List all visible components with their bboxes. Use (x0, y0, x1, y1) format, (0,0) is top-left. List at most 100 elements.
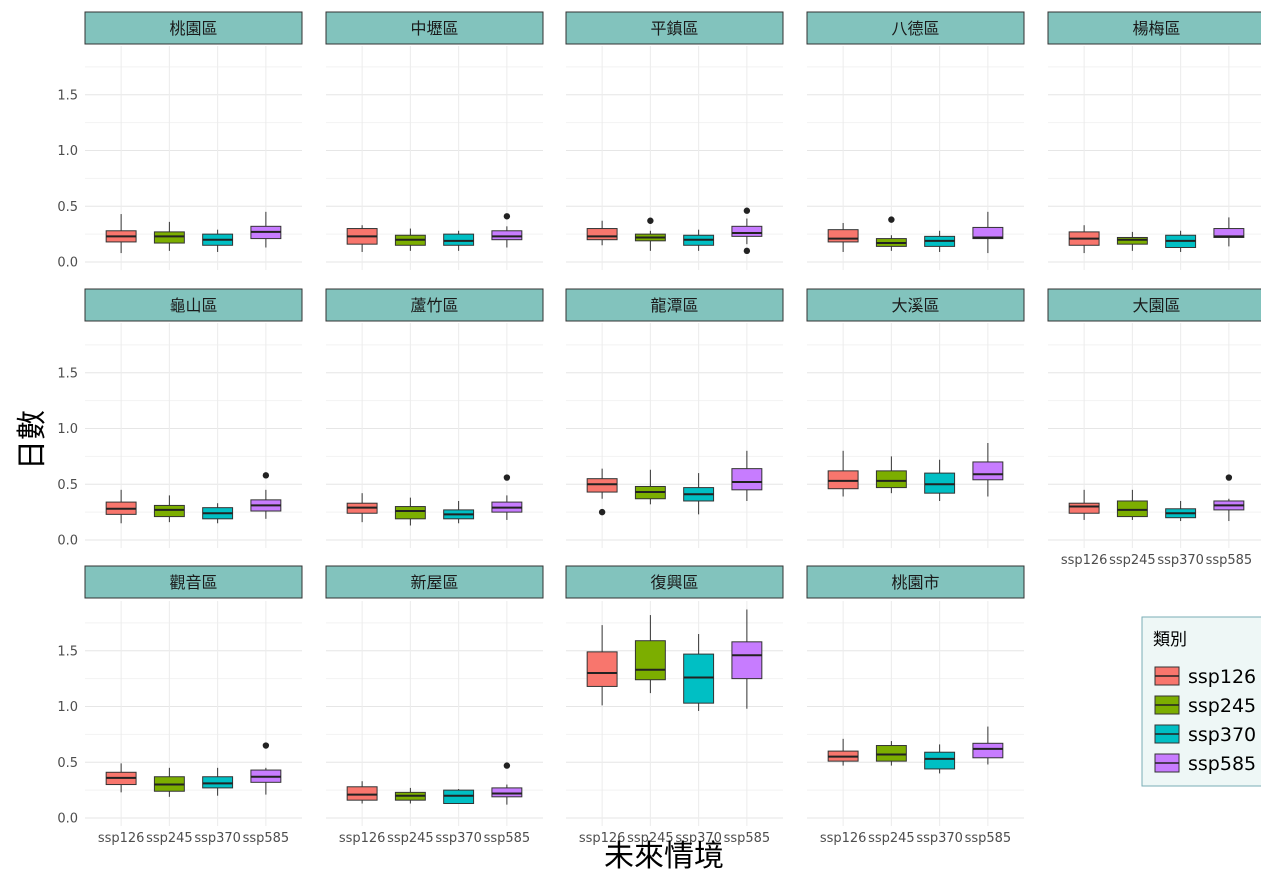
outlier-point (647, 217, 654, 224)
boxplot-ssp370 (202, 503, 234, 524)
facet-strip-label: 龜山區 (169, 296, 217, 315)
facet-strip (806, 288, 1025, 322)
boxplot-ssp370 (924, 459, 956, 501)
boxplot-ssp245 (153, 767, 185, 797)
x-tick-label: ssp245 (627, 831, 674, 846)
boxplot-ssp585 (731, 609, 763, 709)
boxplot-ssp370 (1165, 230, 1197, 252)
boxplot-ssp585 (731, 207, 763, 255)
box (153, 504, 185, 518)
boxplot-ssp245 (634, 615, 666, 694)
x-tick-label: ssp370 (435, 831, 482, 846)
facet-panel: 大園區 (1047, 288, 1261, 548)
outlier-point (743, 207, 751, 214)
x-tick-label: ssp370 (194, 831, 241, 846)
y-tick-label: 1.5 (57, 644, 78, 659)
boxplot-ssp126 (105, 763, 137, 793)
x-tick-label: ssp585 (724, 831, 771, 846)
outlier-point (598, 508, 606, 516)
facet-panel: 龜山區 (84, 288, 303, 548)
boxplot-ssp245 (875, 456, 907, 494)
facet-strip-label: 龍潭區 (650, 296, 698, 315)
box (683, 653, 715, 704)
boxplot-ssp126 (1068, 225, 1100, 254)
facet-strip (84, 11, 303, 45)
box (827, 229, 859, 243)
boxplot-ssp585 (731, 450, 763, 501)
box (586, 651, 618, 687)
boxplot-ssp585 (250, 472, 282, 519)
box (586, 228, 618, 241)
boxplot-ssp370 (443, 500, 475, 524)
y-tick-label: 1.5 (57, 88, 78, 103)
facet-strip-label: 蘆竹區 (410, 296, 458, 315)
facet-strip (565, 565, 784, 599)
facet-strip (1047, 288, 1261, 322)
box (394, 506, 426, 520)
boxplot-ssp585 (491, 474, 523, 520)
outlier-point (503, 474, 511, 481)
outlier-point (503, 762, 511, 769)
x-tick-label: ssp585 (1206, 553, 1253, 568)
boxplot-ssp126 (586, 220, 618, 246)
legend-item-ssp245: ssp245 (1154, 695, 1256, 717)
x-tick-label: ssp370 (916, 831, 963, 846)
x-tick-label: ssp245 (1109, 553, 1156, 568)
facet-panel: 平鎮區 (565, 11, 784, 270)
outlier-point (888, 216, 895, 223)
box (924, 751, 956, 770)
legend-label: ssp126 (1188, 666, 1256, 688)
facet-strip-label: 中壢區 (410, 19, 458, 38)
facet-strip-label: 觀音區 (169, 573, 217, 592)
x-tick-label: ssp245 (146, 831, 193, 846)
box (491, 230, 523, 241)
boxplot-ssp585 (1213, 474, 1245, 522)
facet-strip-label: 桃園市 (891, 573, 939, 592)
boxplot-ssp585 (250, 211, 282, 248)
facet-strip-label: 平鎮區 (650, 19, 698, 38)
y-tick-label: 0.5 (57, 756, 78, 771)
y-tick-label: 1.0 (57, 144, 78, 159)
box (731, 468, 763, 491)
boxplot-ssp585 (1213, 217, 1245, 247)
boxplot-ssp245 (394, 497, 426, 526)
boxplot-ssp245 (394, 787, 426, 804)
facet-strip (325, 565, 544, 599)
facet-panel: 蘆竹區 (325, 288, 544, 548)
boxplot-ssp245 (634, 217, 666, 251)
x-tick-label: ssp126 (98, 831, 145, 846)
legend-title: 類別 (1153, 630, 1187, 650)
x-tick-label: ssp585 (484, 831, 531, 846)
boxplot-ssp126 (827, 738, 859, 766)
facet-strip (565, 288, 784, 322)
boxplot-ssp245 (634, 469, 666, 505)
x-tick-label: ssp126 (579, 831, 626, 846)
box (1068, 502, 1100, 514)
facet-strip (1047, 11, 1261, 45)
x-tick-label: ssp126 (339, 831, 386, 846)
facet-panel: 楊梅區 (1047, 11, 1261, 270)
box (443, 789, 475, 805)
y-axis-title: 日數 (15, 410, 50, 470)
box (491, 787, 523, 798)
box (634, 640, 666, 681)
facet-strip-label: 復興區 (650, 573, 698, 592)
x-tick-label: ssp245 (868, 831, 915, 846)
box (443, 233, 475, 246)
legend-label: ssp585 (1188, 753, 1256, 775)
boxplot-ssp370 (443, 230, 475, 251)
box (875, 470, 907, 489)
x-tick-label: ssp370 (1157, 553, 1204, 568)
x-tick-label: ssp126 (1061, 553, 1108, 568)
outlier-point (743, 247, 751, 255)
boxplot-ssp126 (105, 214, 137, 254)
facet-strip (565, 11, 784, 45)
x-tick-label: ssp585 (243, 831, 290, 846)
y-tick-label: 0.5 (57, 478, 78, 493)
box (1116, 500, 1148, 518)
legend-item-ssp126: ssp126 (1154, 666, 1256, 688)
facet-panel: 中壢區 (325, 11, 544, 270)
facet-strip-label: 八德區 (891, 19, 939, 38)
boxplot-ssp585 (491, 213, 523, 248)
legend: 類別 ssp126 ssp245 ssp370 ssp585 (1141, 616, 1261, 787)
